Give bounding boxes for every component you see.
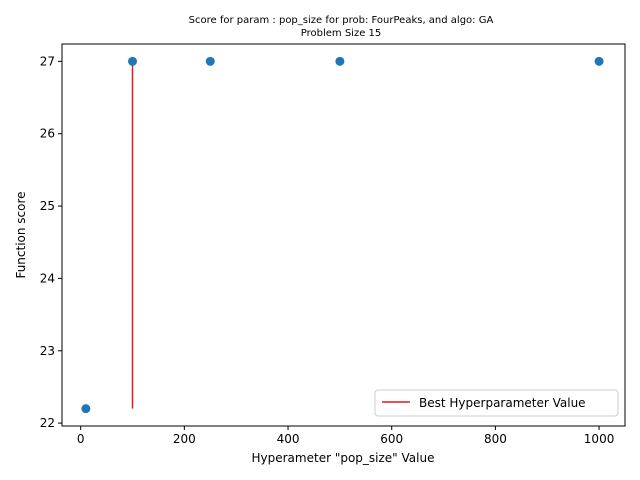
chart-title: Score for param : pop_size for prob: Fou… [189, 15, 494, 26]
data-point [594, 56, 604, 66]
x-axis-ticks: 0 200 400 600 800 1000 [77, 426, 615, 446]
x-tick-label: 600 [380, 432, 403, 446]
plot-frame [61, 43, 626, 427]
data-point [205, 56, 215, 66]
x-tick-label: 800 [484, 432, 507, 446]
data-points [81, 56, 604, 414]
x-tick-label: 400 [277, 432, 300, 446]
y-tick-label: 27 [40, 54, 55, 68]
y-tick-label: 25 [40, 199, 55, 213]
y-axis-ticks: 22 23 24 25 26 27 [40, 54, 62, 430]
x-axis-label: Hyperameter "pop_size" Value [252, 451, 435, 465]
y-axis-label: Function score [14, 191, 28, 278]
x-tick-label: 1000 [584, 432, 615, 446]
legend: Best Hyperparameter Value [374, 389, 619, 417]
y-tick-label: 24 [40, 271, 55, 285]
x-tick-label: 200 [173, 432, 196, 446]
data-point [128, 56, 138, 66]
legend-label: Best Hyperparameter Value [419, 396, 586, 410]
y-tick-label: 23 [40, 344, 55, 358]
x-tick-label: 0 [77, 432, 85, 446]
chart-subtitle: Problem Size 15 [301, 28, 382, 39]
data-point [81, 404, 91, 414]
y-tick-label: 22 [40, 416, 55, 430]
y-tick-label: 26 [40, 127, 55, 141]
data-point [335, 56, 345, 66]
legend-box [374, 389, 619, 417]
